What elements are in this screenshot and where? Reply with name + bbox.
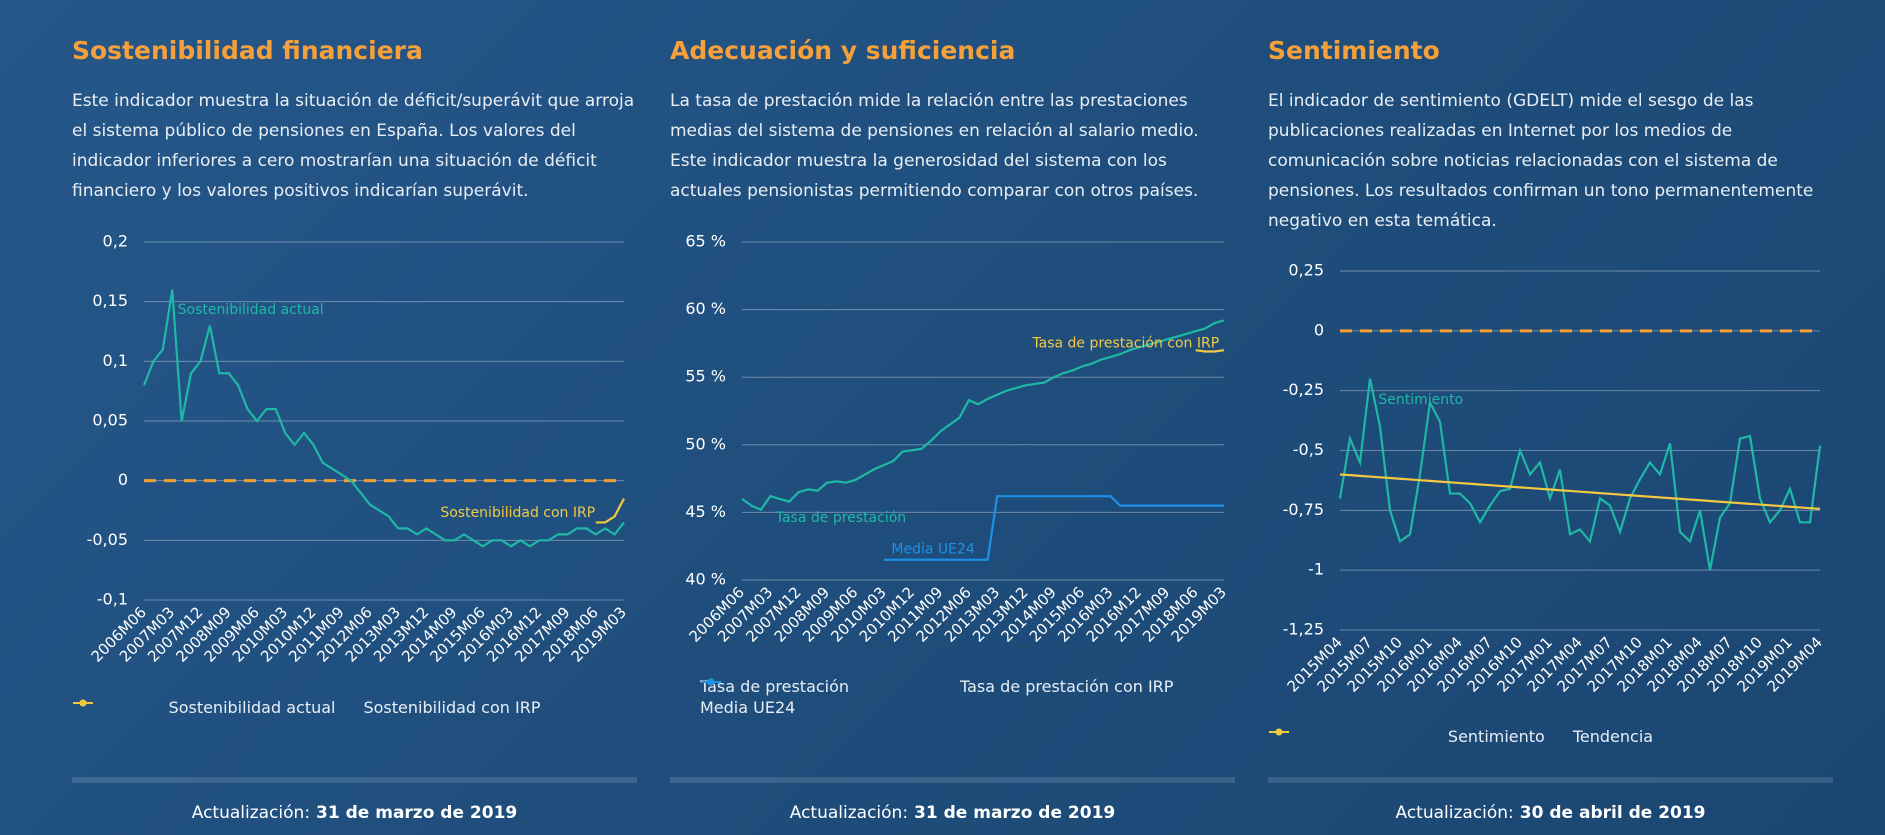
update-date: 30 de abril de 2019 xyxy=(1519,803,1706,823)
legend-label: Tasa de prestación con IRP xyxy=(960,677,1174,696)
legend: Sentimiento Tendencia xyxy=(1268,726,1833,747)
chart: -0,1-0,0500,050,10,150,22006M062007M0320… xyxy=(72,232,637,783)
y-tick-label: 0 xyxy=(1314,320,1324,339)
series-line xyxy=(883,495,1224,561)
legend-marker xyxy=(701,678,721,686)
legend-label: Tasa de prestación xyxy=(700,677,850,696)
y-tick-label: 0,15 xyxy=(92,291,128,310)
footer: Actualización: 30 de abril de 2019 xyxy=(1268,803,1833,823)
y-tick-label: 0,1 xyxy=(103,351,128,370)
series-label: Media UE24 xyxy=(891,542,974,558)
update-label: Actualización: xyxy=(789,803,909,823)
series-line xyxy=(1195,349,1225,353)
footer: Actualización: 31 de marzo de 2019 xyxy=(72,803,637,823)
legend-item: Tendencia xyxy=(1269,726,1654,747)
update-date: 31 de marzo de 2019 xyxy=(914,803,1116,823)
legend-label: Sostenibilidad con IRP xyxy=(363,698,541,717)
footer: Actualización: 31 de marzo de 2019 xyxy=(670,803,1235,823)
y-tick-label: -1 xyxy=(1308,560,1324,579)
y-tick-label: -0,25 xyxy=(1283,380,1324,399)
y-tick-label: 40 % xyxy=(685,570,726,589)
series-line xyxy=(741,319,1225,512)
series-label: Sentimiento xyxy=(1378,392,1463,408)
legend-item: Tasa de prestación con IRP xyxy=(701,676,1220,697)
legend-item: Sostenibilidad con IRP xyxy=(73,697,541,718)
panel: Sostenibilidad financiera Este indicador … xyxy=(72,0,642,835)
chart: -1,25-1-0,75-0,5-0,2500,252015M042015M07… xyxy=(1268,261,1833,783)
panel: Adecuación y suficiencia La tasa de prest… xyxy=(670,0,1240,835)
series-label: Sostenibilidad actual xyxy=(178,302,324,318)
legend: Tasa de prestación Tasa de prestación con… xyxy=(700,676,1220,718)
y-tick-label: 0,2 xyxy=(103,232,128,251)
legend-item: Tasa de prestación xyxy=(700,676,960,697)
legend-label: Sentimiento xyxy=(1447,727,1545,746)
legend-item: Media UE24 xyxy=(700,678,960,718)
y-tick-label: -0,1 xyxy=(97,590,128,609)
legend: Sostenibilidad actual Sostenibilidad con … xyxy=(72,697,637,718)
y-tick-label: 0,05 xyxy=(92,411,128,430)
y-tick-label: 45 % xyxy=(685,502,726,521)
legend-marker xyxy=(73,699,93,707)
legend-label: Sostenibilidad actual xyxy=(168,698,336,717)
legend-dot xyxy=(1275,728,1283,736)
panel-description: El indicador de sentimiento (GDELT) mide… xyxy=(1268,91,1814,231)
legend-dot xyxy=(79,699,87,707)
legend-dot xyxy=(707,678,715,686)
chart: 40 %45 %50 %55 %60 %65 %2006M062007M0320… xyxy=(670,232,1235,783)
legend-label: Tendencia xyxy=(1572,727,1654,746)
panel-title: Adecuación y suficiencia xyxy=(670,36,1016,65)
series-label: Sostenibilidad con IRP xyxy=(440,505,595,521)
update-label: Actualización: xyxy=(1395,803,1514,823)
panel: Sentimiento El indicador de sentimiento (… xyxy=(1268,0,1838,835)
y-tick-label: 60 % xyxy=(685,299,726,318)
series-line xyxy=(1338,378,1822,571)
legend-item: Sentimiento xyxy=(1269,726,1545,747)
y-tick-label: -0,75 xyxy=(1283,500,1324,519)
legend-item: Sostenibilidad actual xyxy=(73,697,336,718)
panel-title: Sentimiento xyxy=(1268,36,1440,65)
update-date: 31 de marzo de 2019 xyxy=(316,803,518,823)
panel-title: Sostenibilidad financiera xyxy=(72,36,423,65)
y-tick-label: -0,05 xyxy=(87,530,128,549)
update-label: Actualización: xyxy=(191,803,311,823)
y-tick-label: 50 % xyxy=(685,434,726,453)
legend-label: Media UE24 xyxy=(700,698,796,717)
y-tick-label: -1,25 xyxy=(1283,620,1324,639)
y-tick-label: 65 % xyxy=(685,232,726,251)
legend-marker xyxy=(1269,728,1289,736)
y-tick-label: 55 % xyxy=(685,367,726,386)
series-label: Tasa de prestación con IRP xyxy=(1031,335,1219,351)
y-tick-label: 0,25 xyxy=(1288,261,1324,280)
series-line xyxy=(142,289,625,548)
series-label: Tasa de prestación xyxy=(775,510,906,526)
panel-description: Este indicador muestra la situación de d… xyxy=(72,91,635,201)
y-tick-label: -0,5 xyxy=(1293,440,1324,459)
series-line xyxy=(595,498,625,524)
panel-description: La tasa de prestación mide la relación e… xyxy=(670,91,1199,201)
y-tick-label: 0 xyxy=(118,470,128,489)
series-line xyxy=(1339,473,1821,510)
